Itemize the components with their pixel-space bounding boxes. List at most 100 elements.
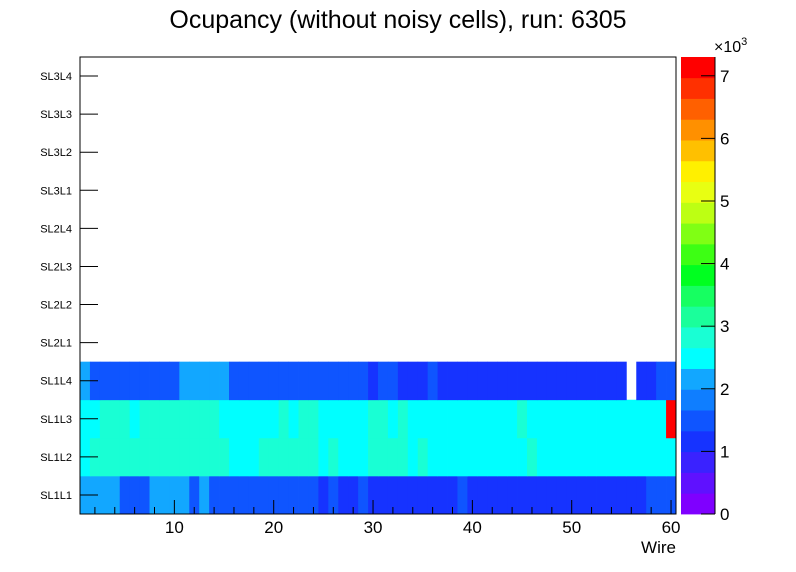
heatmap-cell [536, 399, 548, 439]
x-tick-label: 40 [463, 518, 482, 537]
heatmap-cell [268, 361, 280, 401]
heatmap-cell [358, 475, 369, 515]
heatmap-cell [278, 399, 289, 439]
heatmap-cell [169, 475, 180, 515]
heatmap-cell [199, 437, 210, 477]
heatmap-cell [507, 361, 518, 401]
heatmap-cell [209, 475, 220, 515]
y-tick-label: SL3L2 [40, 147, 72, 159]
heatmap-cell [159, 437, 170, 477]
heatmap-cell [248, 361, 260, 401]
x-axis-label: Wire [641, 538, 676, 557]
heatmap-cell [546, 437, 558, 477]
heatmap-cell [219, 437, 230, 477]
heatmap-cell [368, 475, 379, 515]
heatmap-cell [338, 437, 349, 477]
heatmap-cell [209, 361, 220, 401]
y-tick-label: SL1L4 [40, 376, 72, 388]
heatmap-cell [616, 361, 627, 401]
heatmap-cell [397, 399, 409, 439]
color-scale-band [681, 57, 715, 79]
heatmap-cell [209, 437, 220, 477]
color-scale-band [681, 493, 715, 515]
heatmap-cell [288, 361, 299, 401]
plot-frame [79, 56, 677, 515]
heatmap-cell [407, 399, 419, 439]
heatmap-cell [378, 475, 389, 515]
heatmap-cell [348, 361, 359, 401]
heatmap-cell [397, 475, 409, 515]
heatmap-cell [636, 361, 647, 401]
heatmap-cell [268, 399, 280, 439]
heatmap-cell [149, 437, 160, 477]
color-scale-multiplier-exponent: 3 [741, 36, 747, 48]
heatmap-cell [149, 475, 160, 515]
color-scale-tick-label: 5 [720, 192, 729, 211]
heatmap-cell [209, 399, 220, 439]
color-scale-band [681, 389, 715, 411]
heatmap-cell [268, 475, 280, 515]
color-scale-band [681, 285, 715, 307]
heatmap-cell [229, 361, 240, 401]
color-scale: 0 1 2 3 4 5 6 7 [681, 57, 729, 524]
heatmap-cell [606, 361, 617, 401]
heatmap-cell [626, 475, 637, 515]
color-scale-multiplier-base: ×10 [714, 39, 741, 56]
x-axis: 10 20 30 40 50 60 [94, 500, 680, 537]
heatmap-cell [457, 475, 468, 515]
heatmap-cell [596, 399, 607, 439]
heatmap-cell [556, 399, 568, 439]
heatmap-cell [417, 437, 429, 477]
heatmap-cell [656, 475, 667, 515]
y-tick-label: SL2L2 [40, 300, 72, 312]
heatmap-cell [566, 361, 578, 401]
heatmap-cell [546, 475, 558, 515]
heatmap-cell [278, 437, 289, 477]
y-tick-label: SL3L1 [40, 185, 72, 197]
heatmap-cell [616, 475, 627, 515]
color-scale-band [681, 160, 715, 183]
heatmap-cell [189, 399, 200, 439]
heatmap-cell [298, 361, 309, 401]
heatmap-cell [99, 399, 111, 439]
heatmap-cell [99, 361, 111, 401]
heatmap-cell [517, 361, 528, 401]
heatmap-cell [586, 399, 597, 439]
heatmap-cell [596, 437, 607, 477]
heatmap-cell [199, 361, 210, 401]
color-scale-band [681, 347, 715, 369]
heatmap-cell [467, 437, 478, 477]
heatmap-cell [159, 475, 170, 515]
heatmap-cell [437, 437, 448, 477]
heatmap-cell [397, 361, 409, 401]
heatmap-cell [596, 361, 607, 401]
heatmap-cell [467, 361, 478, 401]
heatmap-cell [248, 437, 260, 477]
heatmap-cell [447, 475, 458, 515]
heatmap-cell [199, 475, 210, 515]
heatmap-cell [368, 361, 379, 401]
heatmap-cell [308, 361, 319, 401]
color-scale-tick-label: 4 [720, 255, 729, 274]
y-tick-label: SL2L3 [40, 261, 72, 273]
heatmap-cell [179, 399, 190, 439]
heatmap-cell [606, 399, 617, 439]
heatmap-cell [328, 437, 339, 477]
heatmap-cell [298, 437, 309, 477]
heatmap-cell [179, 475, 190, 515]
heatmap-cell [248, 399, 260, 439]
heatmap-cell [666, 437, 677, 477]
heatmap-cell [318, 399, 329, 439]
heatmap-cell [268, 437, 280, 477]
heatmap-cell [527, 399, 538, 439]
heatmap-cell [129, 475, 140, 515]
heatmap-cell [477, 437, 488, 477]
heatmap-cell [556, 475, 568, 515]
heatmap-cell [119, 361, 131, 401]
heatmap-cell [159, 361, 170, 401]
heatmap-cell [169, 361, 180, 401]
heatmap-cell [229, 475, 240, 515]
y-tick-label: SL1L2 [40, 452, 72, 464]
color-scale-tick-label: 2 [720, 380, 729, 399]
